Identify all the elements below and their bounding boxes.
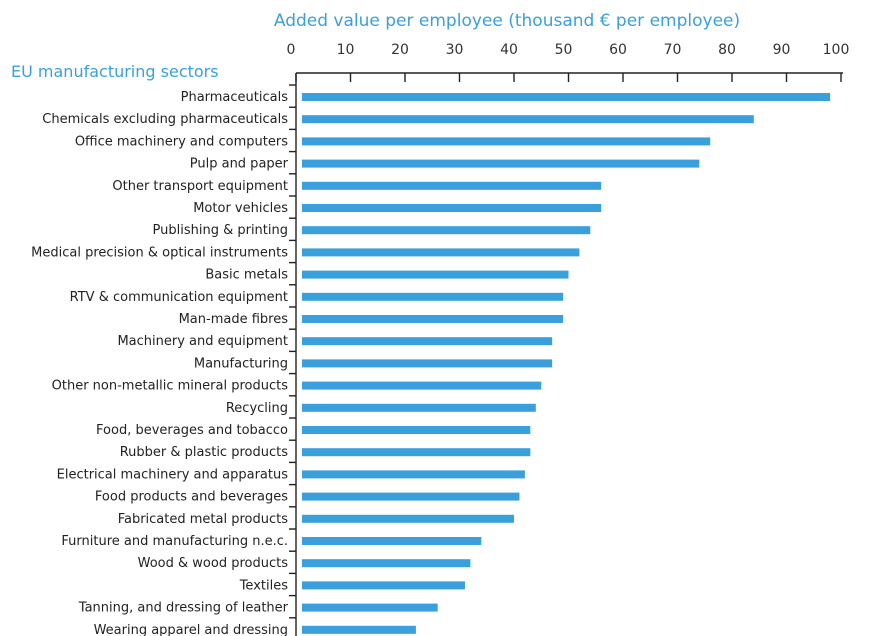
x-tick-label: 40	[500, 42, 518, 58]
bar	[302, 248, 580, 257]
bar	[302, 159, 700, 168]
category-label: Publishing & printing	[153, 223, 289, 238]
bar	[302, 115, 754, 124]
x-tick-label: 80	[718, 42, 736, 58]
category-label: Office machinery and computers	[75, 134, 288, 149]
bar	[302, 492, 520, 501]
x-tick-label: 10	[337, 42, 355, 58]
category-label: Basic metals	[205, 268, 288, 283]
category-label: Wood & wood products	[138, 556, 289, 571]
bar	[302, 315, 564, 323]
bar	[302, 448, 531, 457]
category-label: Manufacturing	[194, 356, 288, 371]
bar	[302, 93, 831, 101]
category-label: Wearing apparel and dressing	[94, 623, 288, 636]
y-axis-title: EU manufacturing sectors	[11, 62, 219, 81]
bar	[302, 470, 525, 479]
category-label: Furniture and manufacturing n.e.c.	[61, 534, 288, 549]
x-axis-ticks: 0 10 20 30 40 50 60 70 80 90 100	[287, 42, 850, 82]
category-label: Food, beverages and tobacco	[96, 423, 288, 438]
bar	[302, 603, 438, 612]
x-axis-title: Added value per employee (thousand € per…	[274, 11, 740, 31]
x-tick-label: 70	[664, 42, 682, 58]
category-label: Textiles	[239, 578, 289, 593]
category-label: Recycling	[226, 401, 288, 416]
category-label: Pulp and paper	[190, 157, 289, 172]
category-label: RTV & communication equipment	[70, 290, 288, 305]
bar	[302, 625, 416, 634]
bar	[302, 204, 602, 212]
bar	[302, 381, 542, 390]
bar	[302, 337, 553, 346]
category-label: Tanning, and dressing of leather	[78, 601, 289, 616]
bar	[302, 426, 531, 434]
bars	[302, 93, 831, 634]
category-labels: Pharmaceuticals Chemicals excluding pharm…	[31, 84, 296, 636]
category-label: Pharmaceuticals	[181, 90, 289, 105]
category-label: Medical precision & optical instruments	[31, 245, 288, 260]
bar	[302, 137, 711, 146]
category-label: Electrical machinery and apparatus	[57, 467, 289, 482]
x-tick-label: 20	[391, 42, 409, 58]
x-tick-label: 100	[823, 42, 850, 58]
x-tick-label: 0	[287, 42, 296, 58]
bar	[302, 559, 471, 568]
bar	[302, 537, 482, 545]
bar	[302, 226, 591, 235]
bar	[302, 181, 602, 190]
x-tick-label: 90	[773, 42, 791, 58]
category-label: Other non-metallic mineral products	[52, 379, 289, 394]
x-tick-label: 50	[555, 42, 573, 58]
category-label: Other transport equipment	[112, 179, 288, 194]
bar	[302, 270, 569, 279]
category-label: Food products and beverages	[95, 490, 288, 505]
x-tick-label: 30	[446, 42, 464, 58]
bar	[302, 403, 536, 412]
category-label: Man-made fibres	[179, 312, 289, 327]
x-tick-label: 60	[609, 42, 627, 58]
category-label: Rubber & plastic products	[120, 445, 289, 460]
category-label: Fabricated metal products	[118, 512, 289, 527]
bar	[302, 292, 564, 301]
bar	[302, 359, 553, 368]
bar	[302, 581, 465, 590]
bar	[302, 514, 514, 523]
category-label: Machinery and equipment	[117, 334, 288, 349]
category-label: Chemicals excluding pharmaceuticals	[42, 112, 288, 127]
category-label: Motor vehicles	[193, 201, 288, 216]
